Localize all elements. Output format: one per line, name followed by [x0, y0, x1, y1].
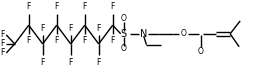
Text: F: F [0, 39, 4, 48]
Text: O: O [121, 44, 127, 53]
Text: F: F [69, 24, 73, 33]
Text: F: F [54, 36, 59, 45]
Text: F: F [41, 24, 45, 33]
Text: O: O [180, 29, 186, 38]
Text: F: F [69, 58, 73, 67]
Text: F: F [97, 58, 101, 67]
Text: F: F [41, 58, 45, 67]
Text: F: F [83, 36, 87, 45]
Text: F: F [97, 24, 101, 33]
Text: F: F [0, 30, 4, 39]
Text: O: O [198, 47, 203, 56]
Text: F: F [0, 49, 4, 57]
Text: O: O [121, 14, 127, 23]
Text: F: F [111, 36, 115, 45]
Text: S: S [121, 29, 127, 39]
Text: F: F [26, 36, 31, 45]
Text: F: F [83, 2, 87, 11]
Text: N: N [140, 29, 147, 39]
Text: F: F [111, 2, 115, 11]
Text: F: F [54, 2, 59, 11]
Text: F: F [26, 2, 31, 11]
